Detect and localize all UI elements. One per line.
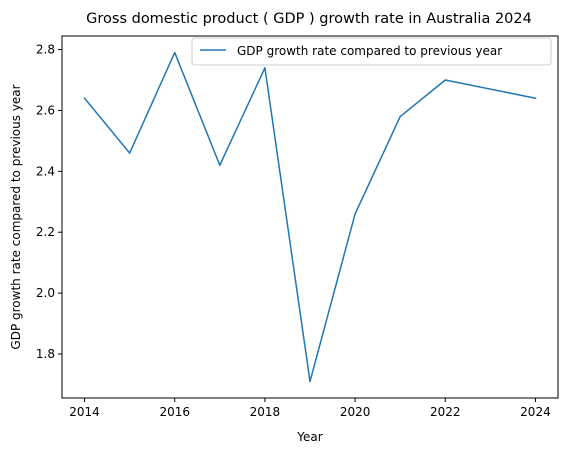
data-point	[445, 79, 447, 81]
y-tick-label: 2.6	[36, 103, 55, 117]
legend-label: GDP growth rate compared to previous yea…	[237, 44, 502, 58]
axes-frame	[62, 36, 558, 398]
y-axis-label: GDP growth rate compared to previous yea…	[9, 84, 23, 349]
x-axis: 2014 2016 2018 2020 2022 2024	[69, 398, 550, 419]
x-tick-label: 2018	[250, 405, 281, 419]
y-tick-label: 2.2	[36, 225, 55, 239]
data-point	[399, 116, 401, 118]
legend: GDP growth rate compared to previous yea…	[192, 38, 551, 65]
data-point	[354, 213, 356, 215]
data-point	[129, 152, 131, 154]
x-axis-label: Year	[296, 430, 322, 444]
x-tick-label: 2022	[430, 405, 461, 419]
chart-title: Gross domestic product ( GDP ) growth ra…	[86, 11, 532, 27]
data-point	[219, 164, 221, 166]
x-tick-label: 2024	[520, 405, 551, 419]
y-axis: 1.8 2.0 2.2 2.4 2.6 2.8	[36, 43, 62, 361]
data-point	[174, 52, 176, 54]
plot-area	[84, 52, 536, 382]
series-line	[85, 53, 536, 382]
data-point	[84, 98, 86, 100]
data-point	[309, 381, 311, 383]
x-tick-label: 2016	[159, 405, 190, 419]
x-tick-label: 2020	[340, 405, 371, 419]
data-point	[535, 98, 537, 100]
y-tick-label: 2.0	[36, 286, 55, 300]
y-tick-label: 1.8	[36, 347, 55, 361]
y-tick-label: 2.8	[36, 43, 55, 57]
x-tick-label: 2014	[69, 405, 100, 419]
y-tick-label: 2.4	[36, 164, 55, 178]
data-point	[264, 67, 266, 69]
